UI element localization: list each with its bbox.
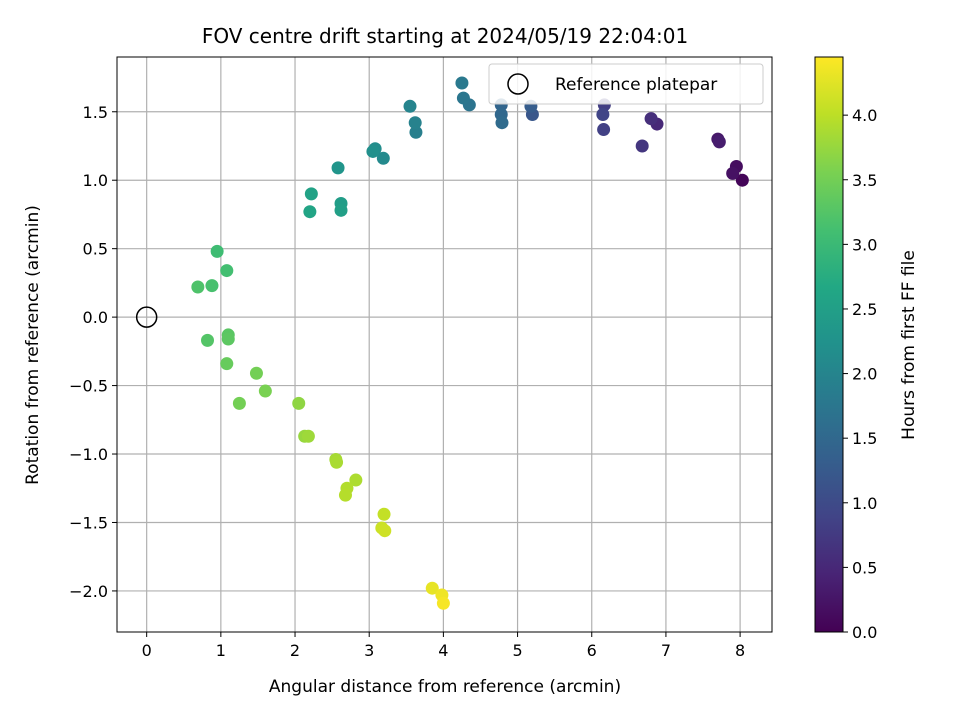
colorbar-tick-label: 3.5 bbox=[852, 171, 877, 190]
data-point bbox=[292, 396, 306, 410]
data-point bbox=[597, 123, 611, 137]
legend-label: Reference platepar bbox=[555, 75, 717, 95]
data-point bbox=[331, 161, 345, 175]
colorbar: 0.0 0.5 1.0 1.5 2.0 2.5 3.0 3.5 4.0 Hours from f… bbox=[814, 56, 919, 642]
y-tick-label: 0.5 bbox=[83, 240, 108, 259]
data-point bbox=[726, 166, 740, 180]
data-point bbox=[408, 116, 422, 130]
x-tick-label: 7 bbox=[661, 641, 671, 660]
y-tick-label: −1.0 bbox=[69, 445, 108, 464]
data-point bbox=[221, 332, 235, 346]
data-point bbox=[220, 357, 234, 371]
data-point bbox=[338, 488, 352, 502]
x-tick-label: 3 bbox=[364, 641, 374, 660]
data-point bbox=[191, 280, 205, 294]
y-tick-label: −2.0 bbox=[69, 582, 108, 601]
y-tick-label: 0.0 bbox=[83, 308, 108, 327]
data-point bbox=[456, 91, 470, 105]
data-point bbox=[596, 108, 610, 121]
data-point bbox=[330, 455, 344, 469]
colorbar-tick-label: 2.0 bbox=[852, 365, 877, 384]
data-point bbox=[712, 135, 726, 149]
plot-background bbox=[117, 57, 772, 632]
data-point bbox=[258, 384, 272, 398]
data-point bbox=[366, 144, 380, 158]
data-point bbox=[301, 429, 315, 443]
colorbar-tick-label: 2.5 bbox=[852, 300, 877, 319]
data-point bbox=[200, 333, 214, 347]
x-tick-label: 1 bbox=[216, 641, 226, 660]
data-point bbox=[220, 264, 234, 278]
y-axis-label: Rotation from reference (arcmin) bbox=[23, 205, 43, 485]
colorbar-tick-label: 0.0 bbox=[852, 623, 877, 642]
data-point bbox=[495, 116, 509, 130]
y-tick-label: 1.5 bbox=[83, 103, 108, 122]
x-axis-label: Angular distance from reference (arcmin) bbox=[269, 677, 621, 697]
colorbar-tick-label: 1.0 bbox=[852, 494, 877, 513]
data-point bbox=[205, 279, 219, 293]
data-point bbox=[455, 76, 469, 90]
y-axis-ticks: −2.0 −1.5 −1.0 −0.5 0.0 0.5 1.0 1.5 bbox=[69, 103, 117, 601]
data-point bbox=[403, 99, 417, 113]
grid bbox=[117, 57, 772, 632]
x-tick-label: 0 bbox=[142, 641, 152, 660]
chart-title: FOV centre drift starting at 2024/05/19 … bbox=[202, 24, 688, 48]
colorbar-gradient bbox=[814, 56, 844, 633]
data-point bbox=[232, 396, 246, 410]
x-tick-label: 8 bbox=[735, 641, 745, 660]
colorbar-tick-label: 4.0 bbox=[852, 106, 877, 125]
data-point bbox=[334, 203, 348, 217]
data-point bbox=[409, 125, 423, 139]
legend-marker bbox=[507, 73, 529, 95]
x-tick-label: 6 bbox=[587, 641, 597, 660]
data-point bbox=[249, 366, 263, 380]
y-tick-label: −1.5 bbox=[69, 513, 108, 532]
data-point bbox=[635, 139, 649, 153]
x-tick-label: 5 bbox=[512, 641, 522, 660]
data-point bbox=[376, 151, 390, 165]
colorbar-tick-label: 0.5 bbox=[852, 558, 877, 577]
x-tick-label: 2 bbox=[290, 641, 300, 660]
data-point bbox=[377, 507, 391, 521]
data-point bbox=[349, 473, 363, 487]
plot-frame bbox=[116, 56, 773, 633]
x-tick-label: 4 bbox=[438, 641, 448, 660]
y-tick-label: 1.0 bbox=[83, 171, 108, 190]
legend: Reference platepar bbox=[488, 63, 764, 105]
data-point bbox=[303, 205, 317, 219]
data-point bbox=[210, 244, 224, 258]
reference-platepar-marker bbox=[135, 306, 158, 328]
data-point bbox=[425, 581, 439, 595]
colorbar-ticks: 0.0 0.5 1.0 1.5 2.0 2.5 3.0 3.5 4.0 bbox=[843, 106, 877, 642]
data-point bbox=[644, 112, 658, 126]
data-point bbox=[735, 173, 749, 187]
data-point bbox=[304, 187, 318, 201]
y-tick-label: −0.5 bbox=[69, 377, 108, 396]
colorbar-tick-label: 3.0 bbox=[852, 235, 877, 254]
colorbar-label: Hours from first FF file bbox=[899, 250, 919, 440]
data-point bbox=[378, 524, 392, 538]
x-axis-ticks: 0 1 2 3 4 5 6 7 8 bbox=[142, 632, 745, 660]
colorbar-tick-label: 1.5 bbox=[852, 429, 877, 448]
legend-box bbox=[488, 63, 764, 105]
data-point bbox=[436, 596, 450, 610]
plot-area bbox=[116, 56, 773, 633]
